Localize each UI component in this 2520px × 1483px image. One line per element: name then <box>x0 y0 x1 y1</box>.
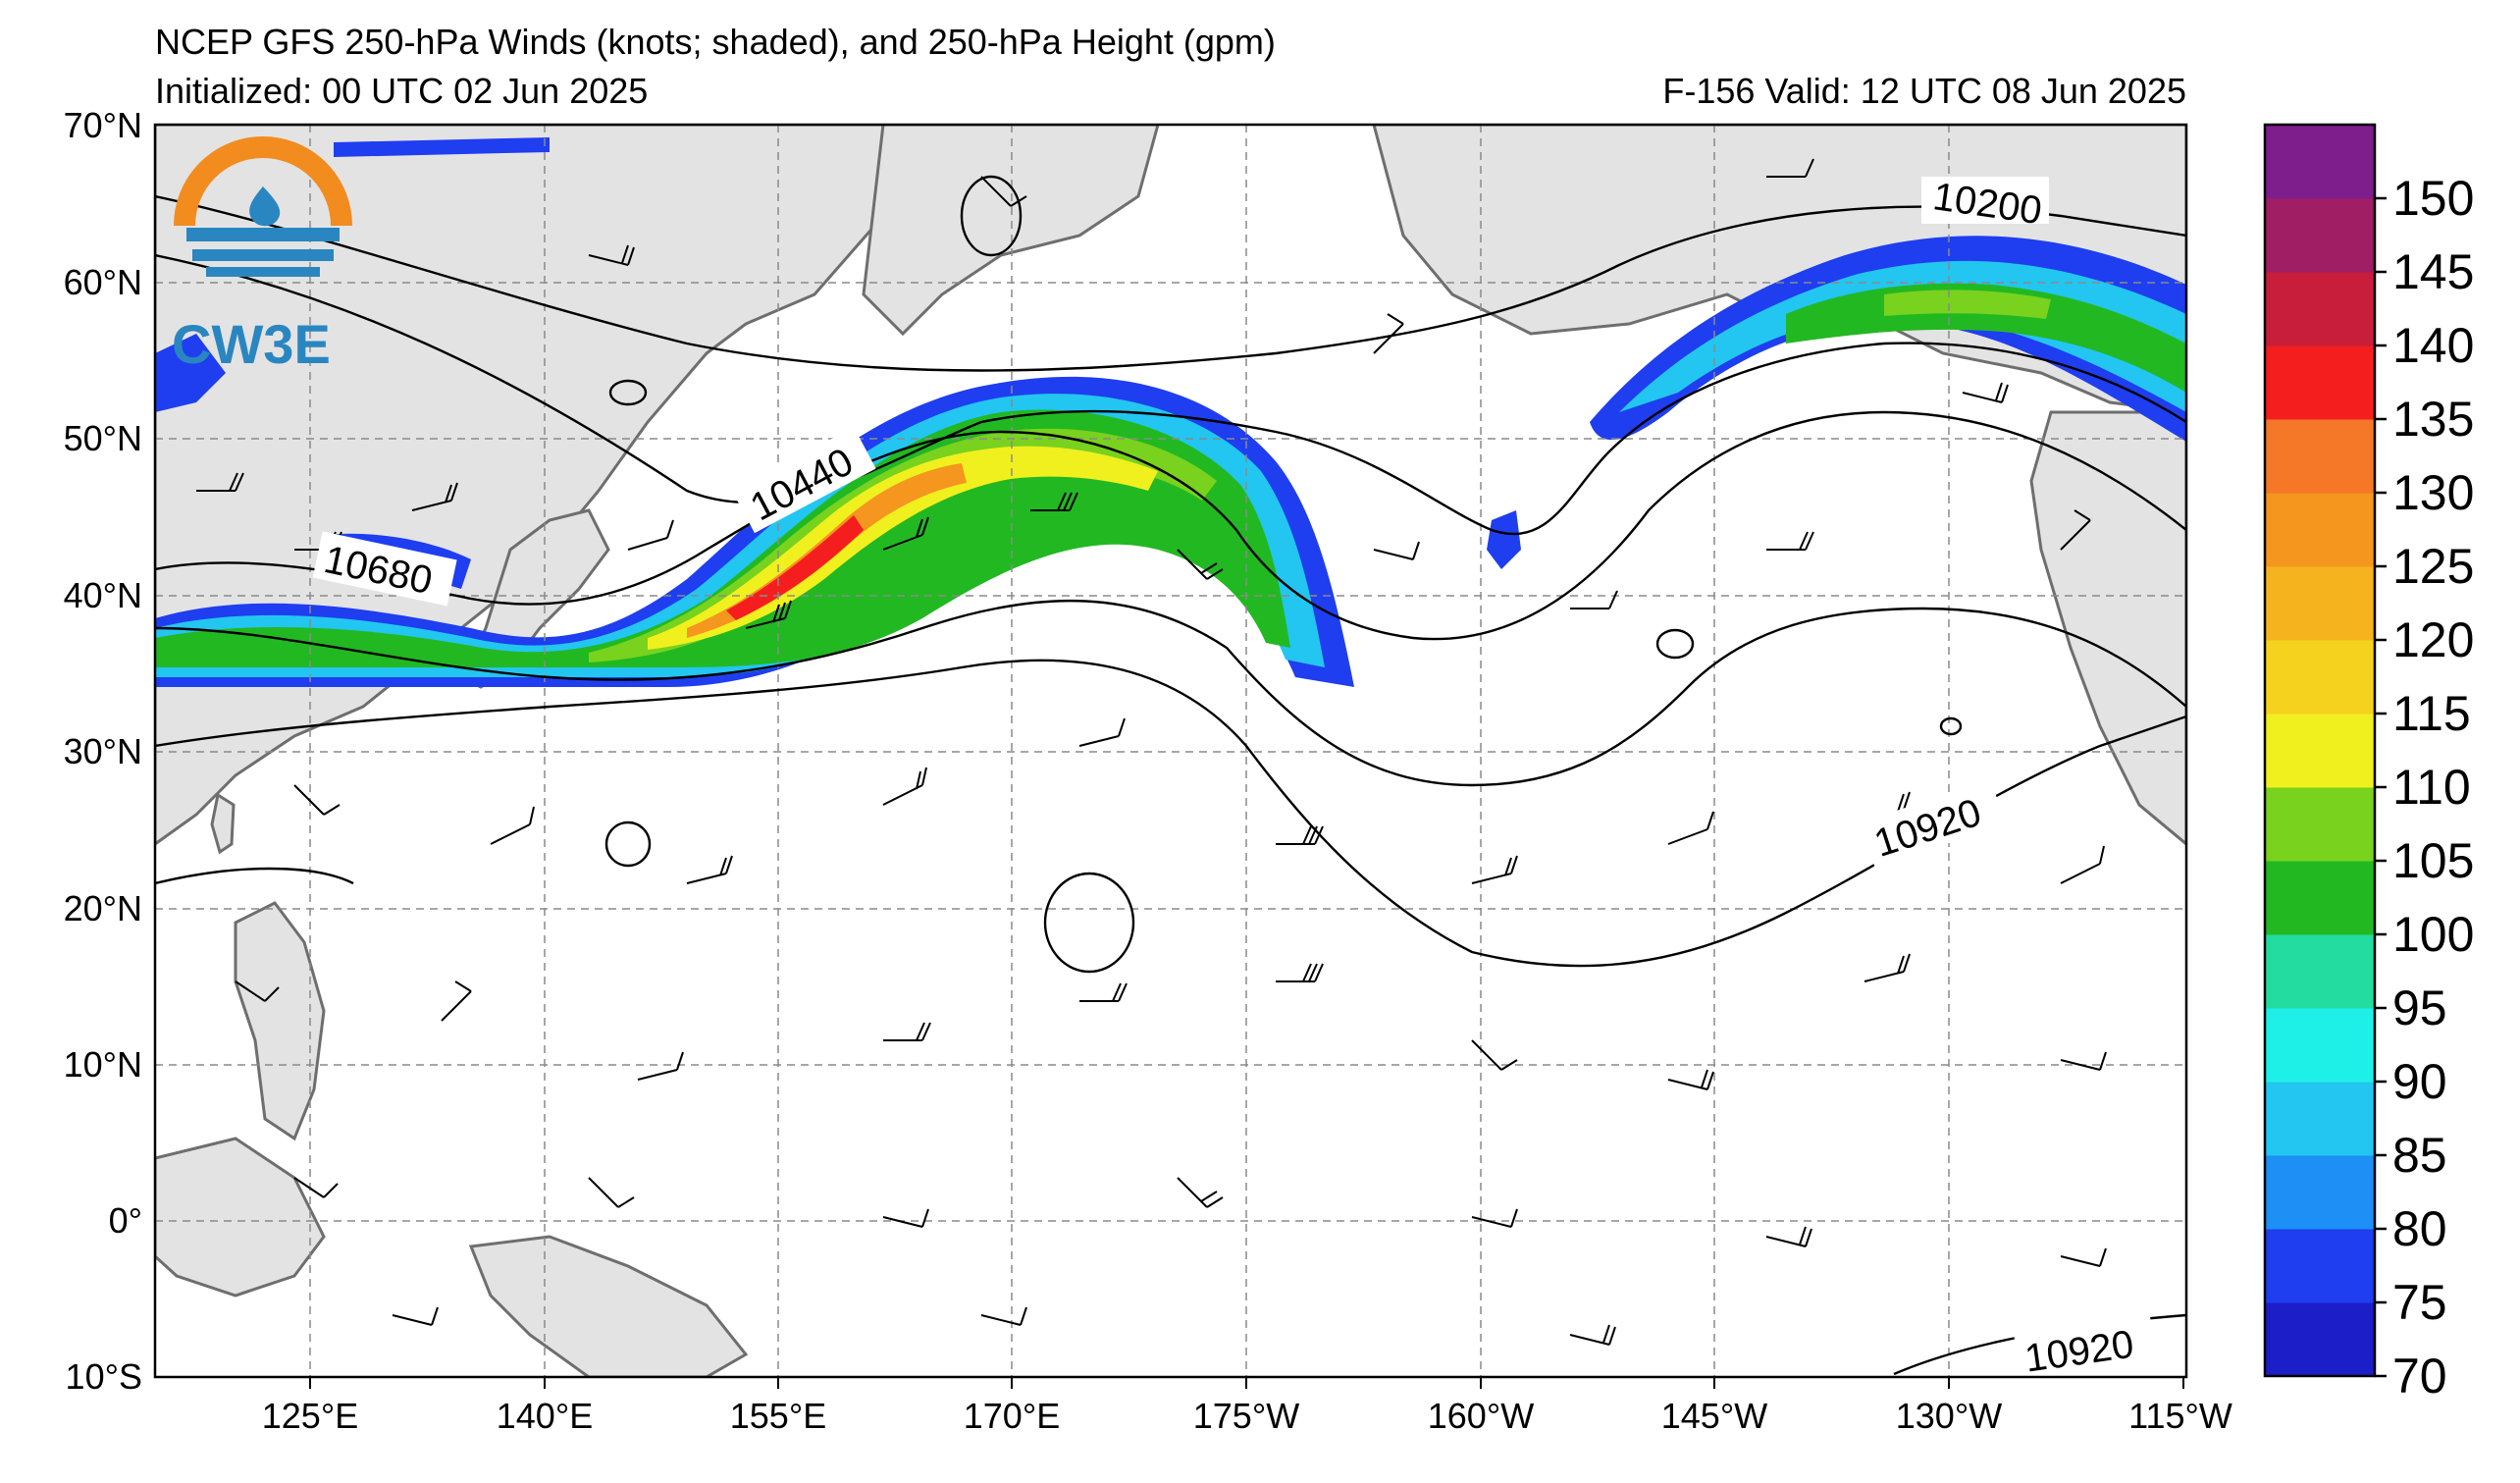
colorbar-tick-150: 150 <box>2392 171 2474 226</box>
lat-label-30n: 30°N <box>64 731 142 771</box>
colorbar-tick-90: 90 <box>2392 1054 2447 1109</box>
lat-label-0: 0° <box>109 1200 142 1241</box>
colorbar-tick-115: 115 <box>2392 686 2471 741</box>
colorbar-tick-125: 125 <box>2392 539 2474 594</box>
colorbar-frame <box>2263 123 2377 1378</box>
colorbar-tick-120: 120 <box>2392 612 2474 667</box>
lon-label-155e: 155°E <box>730 1396 826 1436</box>
wind-barbs <box>196 158 2107 1346</box>
map-title: NCEP GFS 250-hPa Winds (knots; shaded), … <box>155 22 1276 62</box>
colorbar-swatch <box>2265 640 2375 715</box>
colorbar-swatch <box>2265 493 2375 567</box>
colorbar-tick-100: 100 <box>2392 907 2474 962</box>
logo-ring <box>174 136 352 227</box>
colorbar-tick-70: 70 <box>2392 1349 2447 1404</box>
lat-label-50n: 50°N <box>64 418 142 458</box>
colorbar-tick-75: 75 <box>2392 1275 2447 1330</box>
lon-label-175w: 175°W <box>1193 1396 1299 1436</box>
colorbar-swatch <box>2265 787 2375 862</box>
map-plot-area: 10200 10440 10680 10920 10920 CW3E <box>155 125 2186 1377</box>
valid-time: F-156 Valid: 12 UTC 08 Jun 2025 <box>1662 71 2186 111</box>
colorbar-tick-145: 145 <box>2392 244 2474 299</box>
cw3e-logo: CW3E <box>172 136 352 375</box>
lon-label-145w: 145°W <box>1661 1396 1767 1436</box>
lon-label-170e: 170°E <box>964 1396 1060 1436</box>
lon-label-115w: 115°W <box>2128 1396 2232 1436</box>
colorbar-tick-110: 110 <box>2392 760 2471 815</box>
colorbar-tick-85: 85 <box>2392 1128 2447 1183</box>
colorbar-tick-80: 80 <box>2392 1201 2447 1256</box>
colorbar-swatch <box>2265 1008 2375 1083</box>
colorbar-swatch <box>2265 345 2375 420</box>
colorbar-swatch <box>2265 1302 2375 1377</box>
lon-label-130w: 130°W <box>1896 1396 2002 1436</box>
colorbar-swatches <box>2265 125 2375 1377</box>
colorbar-tick-140: 140 <box>2392 318 2474 373</box>
lat-lon-grid <box>155 125 2186 1377</box>
longitude-axis: 125°E 140°E 155°E 170°E 175°W 160°W 145°… <box>262 1377 2232 1436</box>
colorbar-swatch <box>2265 1229 2375 1303</box>
colorbar-tick-95: 95 <box>2392 980 2447 1035</box>
colorbar-swatch <box>2265 714 2375 788</box>
colorbar-swatch <box>2265 125 2375 199</box>
map-frame <box>153 123 2188 1379</box>
colorbar-swatch <box>2265 1082 2375 1156</box>
lat-label-40n: 40°N <box>64 575 142 615</box>
colorbar-swatch <box>2265 1155 2375 1230</box>
lat-label-20n: 20°N <box>64 888 142 928</box>
colorbar-swatch <box>2265 419 2375 494</box>
lat-label-60n: 60°N <box>64 262 142 302</box>
lon-label-140e: 140°E <box>497 1396 593 1436</box>
colorbar-tick-130: 130 <box>2392 465 2474 520</box>
logo-text: CW3E <box>172 313 331 375</box>
colorbar-swatch <box>2265 272 2375 346</box>
colorbar-swatch <box>2265 934 2375 1009</box>
initialized-time: Initialized: 00 UTC 02 Jun 2025 <box>155 71 648 111</box>
colorbar-tick-135: 135 <box>2392 392 2474 447</box>
colorbar-tick-labels: 70 75 80 85 90 95 100 105 110 115 120 12… <box>2392 171 2474 1404</box>
lon-label-160w: 160°W <box>1428 1396 1534 1436</box>
lat-label-70n: 70°N <box>64 105 142 145</box>
water-drop-icon <box>249 186 281 227</box>
height-contours <box>155 175 2186 1376</box>
colorbar-tick-105: 105 <box>2392 833 2474 888</box>
colorbar-swatch <box>2265 861 2375 935</box>
latitude-axis: 70°N 60°N 50°N 40°N 30°N 20°N 10°N 0° 10… <box>64 105 142 1397</box>
colorbar-swatch <box>2265 198 2375 273</box>
lon-label-125e: 125°E <box>262 1396 358 1436</box>
wind-speed-colorbar: 70 75 80 85 90 95 100 105 110 115 120 12… <box>2263 123 2474 1404</box>
colorbar-swatch <box>2265 566 2375 641</box>
lat-label-10n: 10°N <box>64 1044 142 1085</box>
lat-label-10s: 10°S <box>66 1356 142 1397</box>
